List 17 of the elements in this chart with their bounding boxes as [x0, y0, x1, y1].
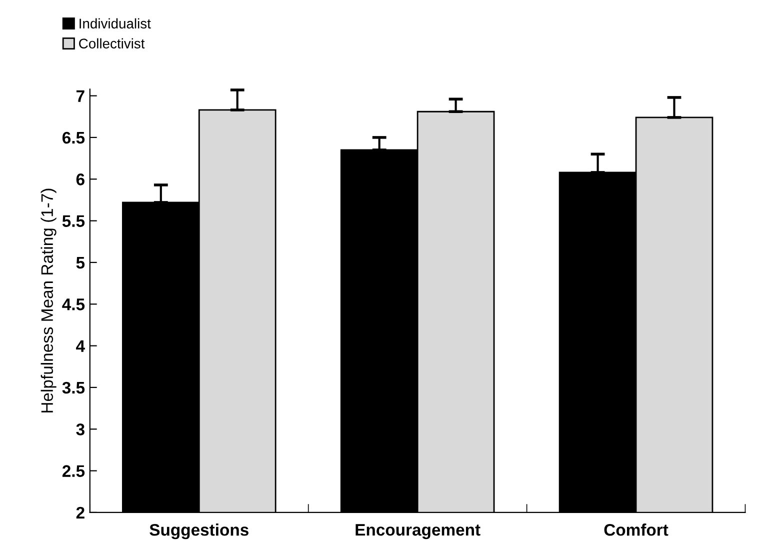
y-tick-label: 3.5 [62, 382, 85, 394]
x-tick-label: Encouragement [356, 524, 480, 540]
x-tick-label: Suggestions [150, 524, 248, 540]
y-tick-label: 3 [76, 424, 84, 436]
y-tick-label: 2 [76, 506, 84, 518]
legend-label: Individualist [80, 18, 151, 29]
y-tick-label: 2.5 [62, 465, 85, 477]
y-tick-label: 6.5 [62, 132, 85, 144]
y-axis-title: Helpfulness Mean Rating (1-7) [40, 188, 56, 412]
x-tick-label: Comfort [604, 524, 668, 536]
y-tick-label: 4 [76, 340, 85, 352]
y-tick-label: 4.5 [62, 298, 85, 310]
y-tick-label: 5 [76, 257, 85, 269]
y-tick-label: 7 [76, 90, 84, 102]
y-tick-label: 6 [76, 174, 84, 186]
legend-label: Collectivist [79, 38, 145, 48]
y-tick-label: 5.5 [62, 215, 85, 227]
